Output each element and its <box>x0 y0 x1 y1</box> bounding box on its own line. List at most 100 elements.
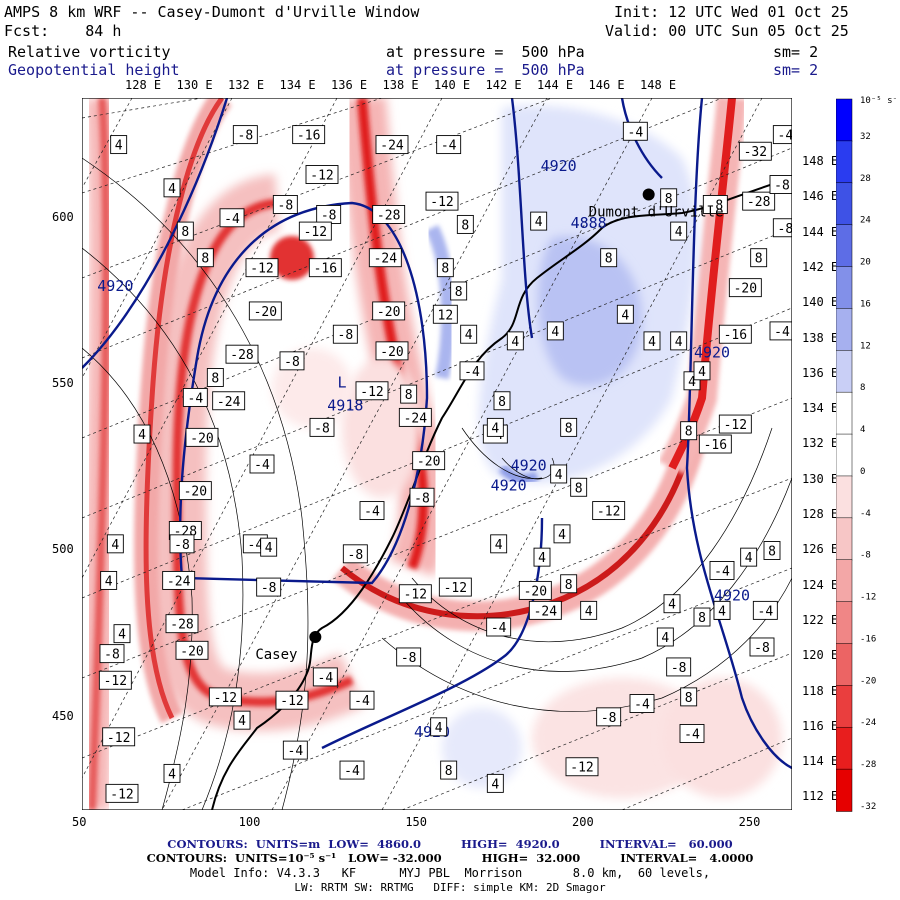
colorbar-level: 32 <box>860 132 871 142</box>
vorticity-label: 8 <box>493 391 511 411</box>
vorticity-label: -12 <box>305 165 339 184</box>
svg-text:-20: -20 <box>180 644 203 659</box>
vorticity-label: 4 <box>546 321 564 341</box>
field2-level: at pressure = 500 hPa <box>386 61 585 79</box>
vorticity-label: 4 <box>486 417 504 437</box>
svg-text:4: 4 <box>675 225 683 240</box>
vorticity-label: -8 <box>279 351 305 371</box>
svg-text:-12: -12 <box>107 731 130 746</box>
vorticity-label: 4 <box>656 627 674 647</box>
svg-text:8: 8 <box>665 192 673 207</box>
vorticity-label: -4 <box>249 454 275 474</box>
vorticity-label: 4 <box>233 710 251 730</box>
svg-text:4: 4 <box>555 468 563 483</box>
svg-text:-20: -20 <box>254 305 277 320</box>
svg-text:-8: -8 <box>261 581 277 596</box>
vorticity-label: -28 <box>372 204 406 224</box>
right-lon-label: 112 E <box>802 789 839 804</box>
svg-text:-28: -28 <box>170 618 193 633</box>
svg-text:-4: -4 <box>254 458 270 473</box>
top-lon-label: 140 E <box>434 78 471 92</box>
svg-text:8: 8 <box>698 611 706 626</box>
colorbar-level: 16 <box>860 299 871 309</box>
right-lon-label: 120 E <box>802 648 839 663</box>
vorticity-label: 8 <box>196 248 214 268</box>
right-lon-label: 144 E <box>802 224 839 239</box>
vorticity-label: -4 <box>622 121 648 141</box>
vorticity-label: 8 <box>456 214 474 234</box>
svg-text:-4: -4 <box>684 727 700 742</box>
vorticity-label: -12 <box>718 414 752 434</box>
vorticity-label: -8 <box>309 417 335 437</box>
svg-text:4: 4 <box>538 551 546 566</box>
height-label: 4920 <box>694 344 730 362</box>
x-tick-label: 50 <box>72 815 87 829</box>
svg-text:-20: -20 <box>190 431 213 446</box>
vorticity-label: -12 <box>355 381 389 401</box>
svg-text:-4: -4 <box>288 744 304 759</box>
right-lon-label: 128 E <box>802 507 839 521</box>
svg-text:-8: -8 <box>174 538 190 553</box>
height-label: 4920 <box>541 157 577 175</box>
colorbar-segment <box>836 182 853 226</box>
vorticity-label: -8 <box>409 487 435 507</box>
colorbar-level: -4 <box>860 509 871 519</box>
svg-text:-12: -12 <box>430 195 453 210</box>
vorticity-label: -4 <box>182 387 208 407</box>
svg-text:-8: -8 <box>401 651 417 666</box>
colorbar-segment <box>836 643 853 687</box>
vorticity-label: -16 <box>292 125 326 145</box>
svg-text:8: 8 <box>201 252 209 267</box>
svg-text:-4: -4 <box>354 694 370 709</box>
svg-text:-4: -4 <box>778 129 792 144</box>
svg-text:-8: -8 <box>338 328 354 343</box>
right-lon-label: 118 E <box>802 683 839 698</box>
colorbar-segment <box>836 266 853 310</box>
x-tick-label: 150 <box>405 815 428 829</box>
svg-text:-8: -8 <box>238 129 254 144</box>
vorticity-label: -4 <box>282 740 308 760</box>
svg-text:-8: -8 <box>778 222 792 237</box>
svg-text:-8: -8 <box>104 648 120 663</box>
vorticity-label: 4 <box>490 534 508 554</box>
svg-text:-24: -24 <box>534 604 558 619</box>
vorticity-label: -4 <box>349 690 375 710</box>
svg-text:4: 4 <box>558 528 566 543</box>
vorticity-label: 4 <box>713 600 731 620</box>
svg-text:4: 4 <box>265 541 273 556</box>
top-lon-label: 130 E <box>176 78 213 92</box>
height-label: 4920 <box>714 586 750 604</box>
svg-text:8: 8 <box>498 395 506 410</box>
colorbar-segment <box>836 768 853 812</box>
vorticity-label: -12 <box>298 221 332 241</box>
svg-text:-4: -4 <box>344 764 360 779</box>
vorticity-label: 4 <box>580 600 598 620</box>
svg-text:-8: -8 <box>414 491 430 506</box>
colorbar-segment <box>836 517 853 561</box>
svg-text:-4: -4 <box>758 604 774 619</box>
svg-text:-28: -28 <box>230 348 253 363</box>
svg-text:-4: -4 <box>464 365 480 380</box>
field2-name: Geopotential height <box>8 61 180 79</box>
svg-text:8: 8 <box>565 421 573 436</box>
svg-text:8: 8 <box>445 764 453 779</box>
vorticity-label: 4 <box>260 537 278 557</box>
svg-text:-8: -8 <box>321 208 337 223</box>
vorticity-label: 8 <box>693 607 711 627</box>
right-lon-label: 114 E <box>802 754 839 769</box>
vorticity-label: 4 <box>616 304 634 324</box>
y-tick-label: 550 <box>52 376 74 391</box>
svg-text:8: 8 <box>211 371 219 386</box>
vorticity-label: -4 <box>486 617 512 637</box>
svg-text:-28: -28 <box>747 195 770 210</box>
svg-text:4: 4 <box>495 538 503 553</box>
vorticity-label: 8 <box>450 281 468 301</box>
colorbar-segment <box>836 308 853 352</box>
top-lon-label: 144 E <box>537 78 574 92</box>
svg-text:4: 4 <box>648 335 656 350</box>
vorticity-label: 12 <box>432 304 458 324</box>
x-tick-label: 100 <box>238 815 261 829</box>
svg-text:-12: -12 <box>280 694 303 709</box>
vorticity-label: -8 <box>256 577 282 597</box>
svg-text:-8: -8 <box>314 421 330 436</box>
